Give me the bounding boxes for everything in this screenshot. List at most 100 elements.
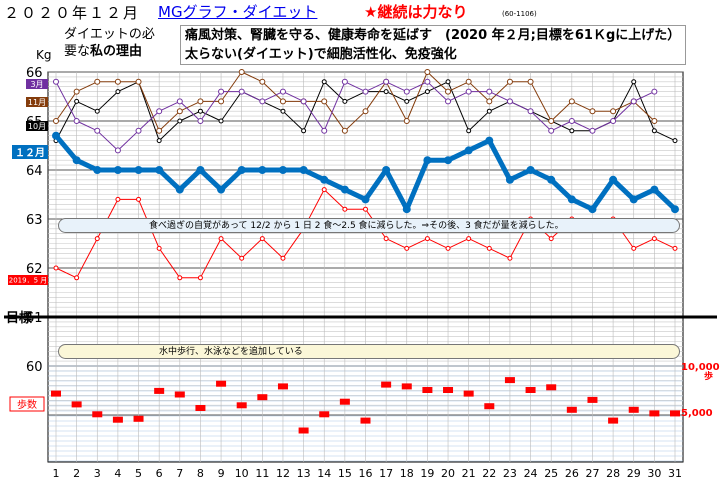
series-point — [384, 90, 388, 94]
series-point — [342, 128, 347, 133]
series-point — [176, 186, 184, 194]
series-point — [590, 109, 595, 114]
series-point — [652, 119, 657, 124]
x-tick-label: 3 — [94, 467, 101, 480]
series-point — [280, 99, 285, 104]
x-tick-label: 1 — [53, 467, 60, 480]
legend-tag-label: 2019．5 月 — [9, 277, 48, 285]
series-point — [54, 119, 59, 124]
steps-marker — [464, 391, 474, 397]
x-tick-label: 11 — [255, 467, 269, 480]
series-point — [485, 137, 493, 145]
x-tick-label: 20 — [441, 467, 455, 480]
x-tick-label: 6 — [156, 467, 163, 480]
legend-tag-label: 11月 — [28, 98, 46, 107]
steps-marker — [608, 418, 618, 424]
steps-marker — [484, 403, 494, 409]
series-point — [569, 99, 574, 104]
steps-marker — [134, 416, 144, 422]
steps-marker — [278, 383, 288, 389]
steps-marker — [319, 411, 329, 417]
x-tick-label: 4 — [114, 467, 121, 480]
series-point — [217, 186, 225, 194]
series-point — [404, 89, 409, 94]
steps-marker — [51, 391, 61, 397]
y-axis-label: Kg — [36, 48, 52, 62]
series-point — [322, 188, 326, 192]
series-point — [364, 207, 368, 211]
series-point — [260, 99, 265, 104]
series-point — [630, 195, 638, 203]
series-point — [219, 237, 223, 241]
series-point — [95, 128, 100, 133]
series-point — [198, 119, 203, 124]
series-point — [136, 79, 141, 84]
y-tick-label: 61 — [26, 311, 43, 326]
series-point — [219, 89, 224, 94]
series-point — [342, 79, 347, 84]
series-point — [177, 109, 182, 114]
series-point — [135, 166, 143, 174]
series-point — [467, 129, 471, 133]
series-point — [115, 148, 120, 153]
series-point — [425, 70, 430, 75]
series-point — [300, 166, 308, 174]
weight-note: 食べ過ぎの自覚があって 12/2 から 1 日 2 食～2.5 食に減らした。⇒… — [58, 218, 680, 233]
series-point — [507, 99, 512, 104]
x-tick-label: 30 — [647, 467, 661, 480]
series-point — [487, 89, 492, 94]
x-tick-label: 17 — [379, 467, 393, 480]
series-point — [343, 207, 347, 211]
series-point — [363, 89, 368, 94]
series-point — [157, 139, 161, 143]
steps-marker — [195, 405, 205, 411]
steps-marker — [587, 397, 597, 403]
series-point — [322, 99, 327, 104]
steps-marker — [340, 399, 350, 405]
series-point — [219, 119, 223, 123]
x-tick-label: 2 — [73, 467, 80, 480]
series-point — [54, 266, 58, 270]
series-point — [157, 128, 162, 133]
series-point — [116, 197, 120, 201]
steps-axis-mid: 5,000 — [681, 408, 713, 419]
steps-marker — [526, 387, 536, 393]
series-point — [405, 246, 409, 250]
steps-marker — [505, 377, 515, 383]
series-point — [446, 80, 450, 84]
series-point — [467, 237, 471, 241]
series-point — [177, 99, 182, 104]
series-point — [652, 89, 657, 94]
series-point — [508, 256, 512, 260]
series-point — [341, 186, 349, 194]
x-tick-label: 19 — [420, 467, 434, 480]
series-point — [343, 99, 347, 103]
series-point — [74, 89, 79, 94]
series-point — [405, 99, 409, 103]
series-point — [239, 89, 244, 94]
series-point — [446, 89, 451, 94]
series-point — [549, 128, 554, 133]
steps-marker — [361, 418, 371, 424]
series-point — [219, 99, 224, 104]
series-point — [650, 186, 658, 194]
legend-tag-label: １２月 — [15, 147, 45, 159]
x-tick-label: 7 — [176, 467, 183, 480]
series-point — [260, 237, 264, 241]
legend-tag-label: 10月 — [28, 122, 46, 131]
series-point — [198, 109, 202, 113]
steps-marker — [649, 410, 659, 416]
series-point — [137, 197, 141, 201]
series-point — [279, 166, 287, 174]
series-point — [157, 109, 162, 114]
steps-marker — [546, 384, 556, 390]
series-point — [116, 90, 120, 94]
series-point — [95, 237, 99, 241]
x-tick-label: 14 — [317, 467, 331, 480]
series-point — [569, 119, 574, 124]
steps-marker — [402, 383, 412, 389]
series-point — [632, 80, 636, 84]
series-point — [466, 79, 471, 84]
series-point — [73, 156, 81, 164]
x-tick-label: 22 — [482, 467, 496, 480]
